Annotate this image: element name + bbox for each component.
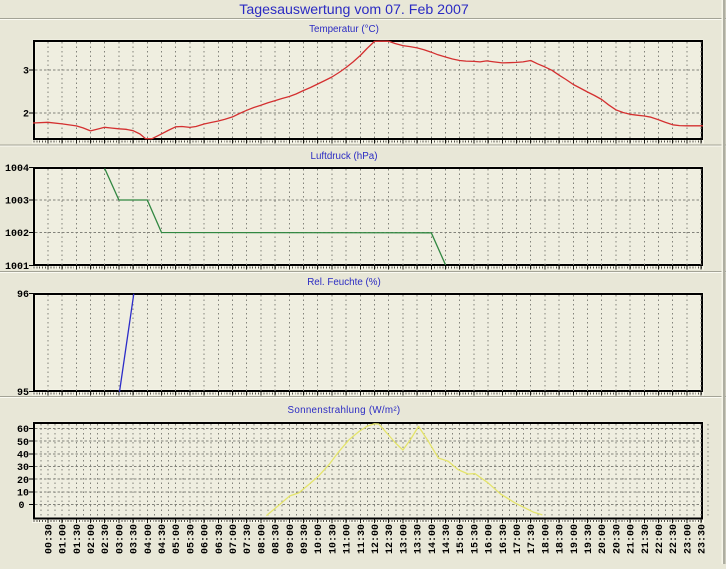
svg-text:95: 95 [17,388,29,399]
svg-text:22:00: 22:00 [655,524,666,554]
svg-text:19:30: 19:30 [584,524,595,554]
svg-text:96: 96 [17,290,29,301]
svg-text:06:30: 06:30 [215,524,226,554]
svg-text:10: 10 [17,489,29,500]
svg-text:18:30: 18:30 [556,524,567,554]
svg-text:23:00: 23:00 [683,524,694,554]
svg-text:06:00: 06:00 [201,524,212,554]
svg-text:21:00: 21:00 [627,524,638,554]
svg-text:07:30: 07:30 [243,524,254,554]
svg-text:03:00: 03:00 [115,524,126,554]
svg-text:08:00: 08:00 [257,524,268,554]
svg-text:21:30: 21:30 [641,524,652,554]
svg-text:19:00: 19:00 [570,524,581,554]
svg-text:Tagesauswertung vom 07. Feb 20: Tagesauswertung vom 07. Feb 2007 [239,2,469,18]
svg-text:10:00: 10:00 [314,524,325,554]
svg-text:13:30: 13:30 [414,524,425,554]
svg-text:13:00: 13:00 [399,524,410,554]
svg-text:1003: 1003 [5,197,29,208]
svg-text:1001: 1001 [5,262,29,273]
svg-text:08:30: 08:30 [272,524,283,554]
svg-text:40: 40 [17,451,29,462]
svg-text:60: 60 [17,425,29,436]
svg-text:17:00: 17:00 [513,524,524,554]
svg-text:Luftdruck (hPa): Luftdruck (hPa) [311,151,378,162]
svg-text:3: 3 [23,67,29,78]
svg-text:11:00: 11:00 [343,524,354,554]
svg-text:Rel. Feuchte (%): Rel. Feuchte (%) [307,277,381,288]
svg-text:10:30: 10:30 [328,524,339,554]
svg-text:03:30: 03:30 [130,524,141,554]
svg-text:07:00: 07:00 [229,524,240,554]
svg-text:22:30: 22:30 [669,524,680,554]
svg-text:30: 30 [17,463,29,474]
svg-text:20:00: 20:00 [598,524,609,554]
svg-text:09:30: 09:30 [300,524,311,554]
svg-text:18:00: 18:00 [541,524,552,554]
svg-text:20:30: 20:30 [612,524,623,554]
svg-text:01:30: 01:30 [73,524,84,554]
svg-text:09:00: 09:00 [286,524,297,554]
svg-text:14:00: 14:00 [428,524,439,554]
svg-text:01:00: 01:00 [59,524,70,554]
svg-text:Sonnenstrahlung (W/m²): Sonnenstrahlung (W/m²) [288,405,401,416]
svg-text:1002: 1002 [5,229,29,240]
svg-text:17:30: 17:30 [527,524,538,554]
svg-text:15:00: 15:00 [456,524,467,554]
svg-text:20: 20 [17,476,29,487]
svg-text:02:30: 02:30 [101,524,112,554]
svg-text:04:30: 04:30 [158,524,169,554]
svg-text:0: 0 [18,501,24,512]
svg-text:00:30: 00:30 [44,524,55,554]
svg-text:Temperatur (°C): Temperatur (°C) [309,24,379,35]
svg-text:05:30: 05:30 [186,524,197,554]
svg-text:1004: 1004 [5,164,29,175]
svg-text:11:30: 11:30 [357,524,368,554]
svg-text:12:00: 12:00 [371,524,382,554]
svg-text:2: 2 [23,110,29,121]
svg-text:12:30: 12:30 [385,524,396,554]
svg-text:02:00: 02:00 [87,524,98,554]
svg-text:05:00: 05:00 [172,524,183,554]
svg-text:14:30: 14:30 [442,524,453,554]
svg-text:16:30: 16:30 [499,524,510,554]
svg-text:04:00: 04:00 [144,524,155,554]
svg-text:15:30: 15:30 [470,524,481,554]
svg-text:50: 50 [17,438,29,449]
svg-text:16:00: 16:00 [485,524,496,554]
svg-text:23:30: 23:30 [698,524,709,554]
